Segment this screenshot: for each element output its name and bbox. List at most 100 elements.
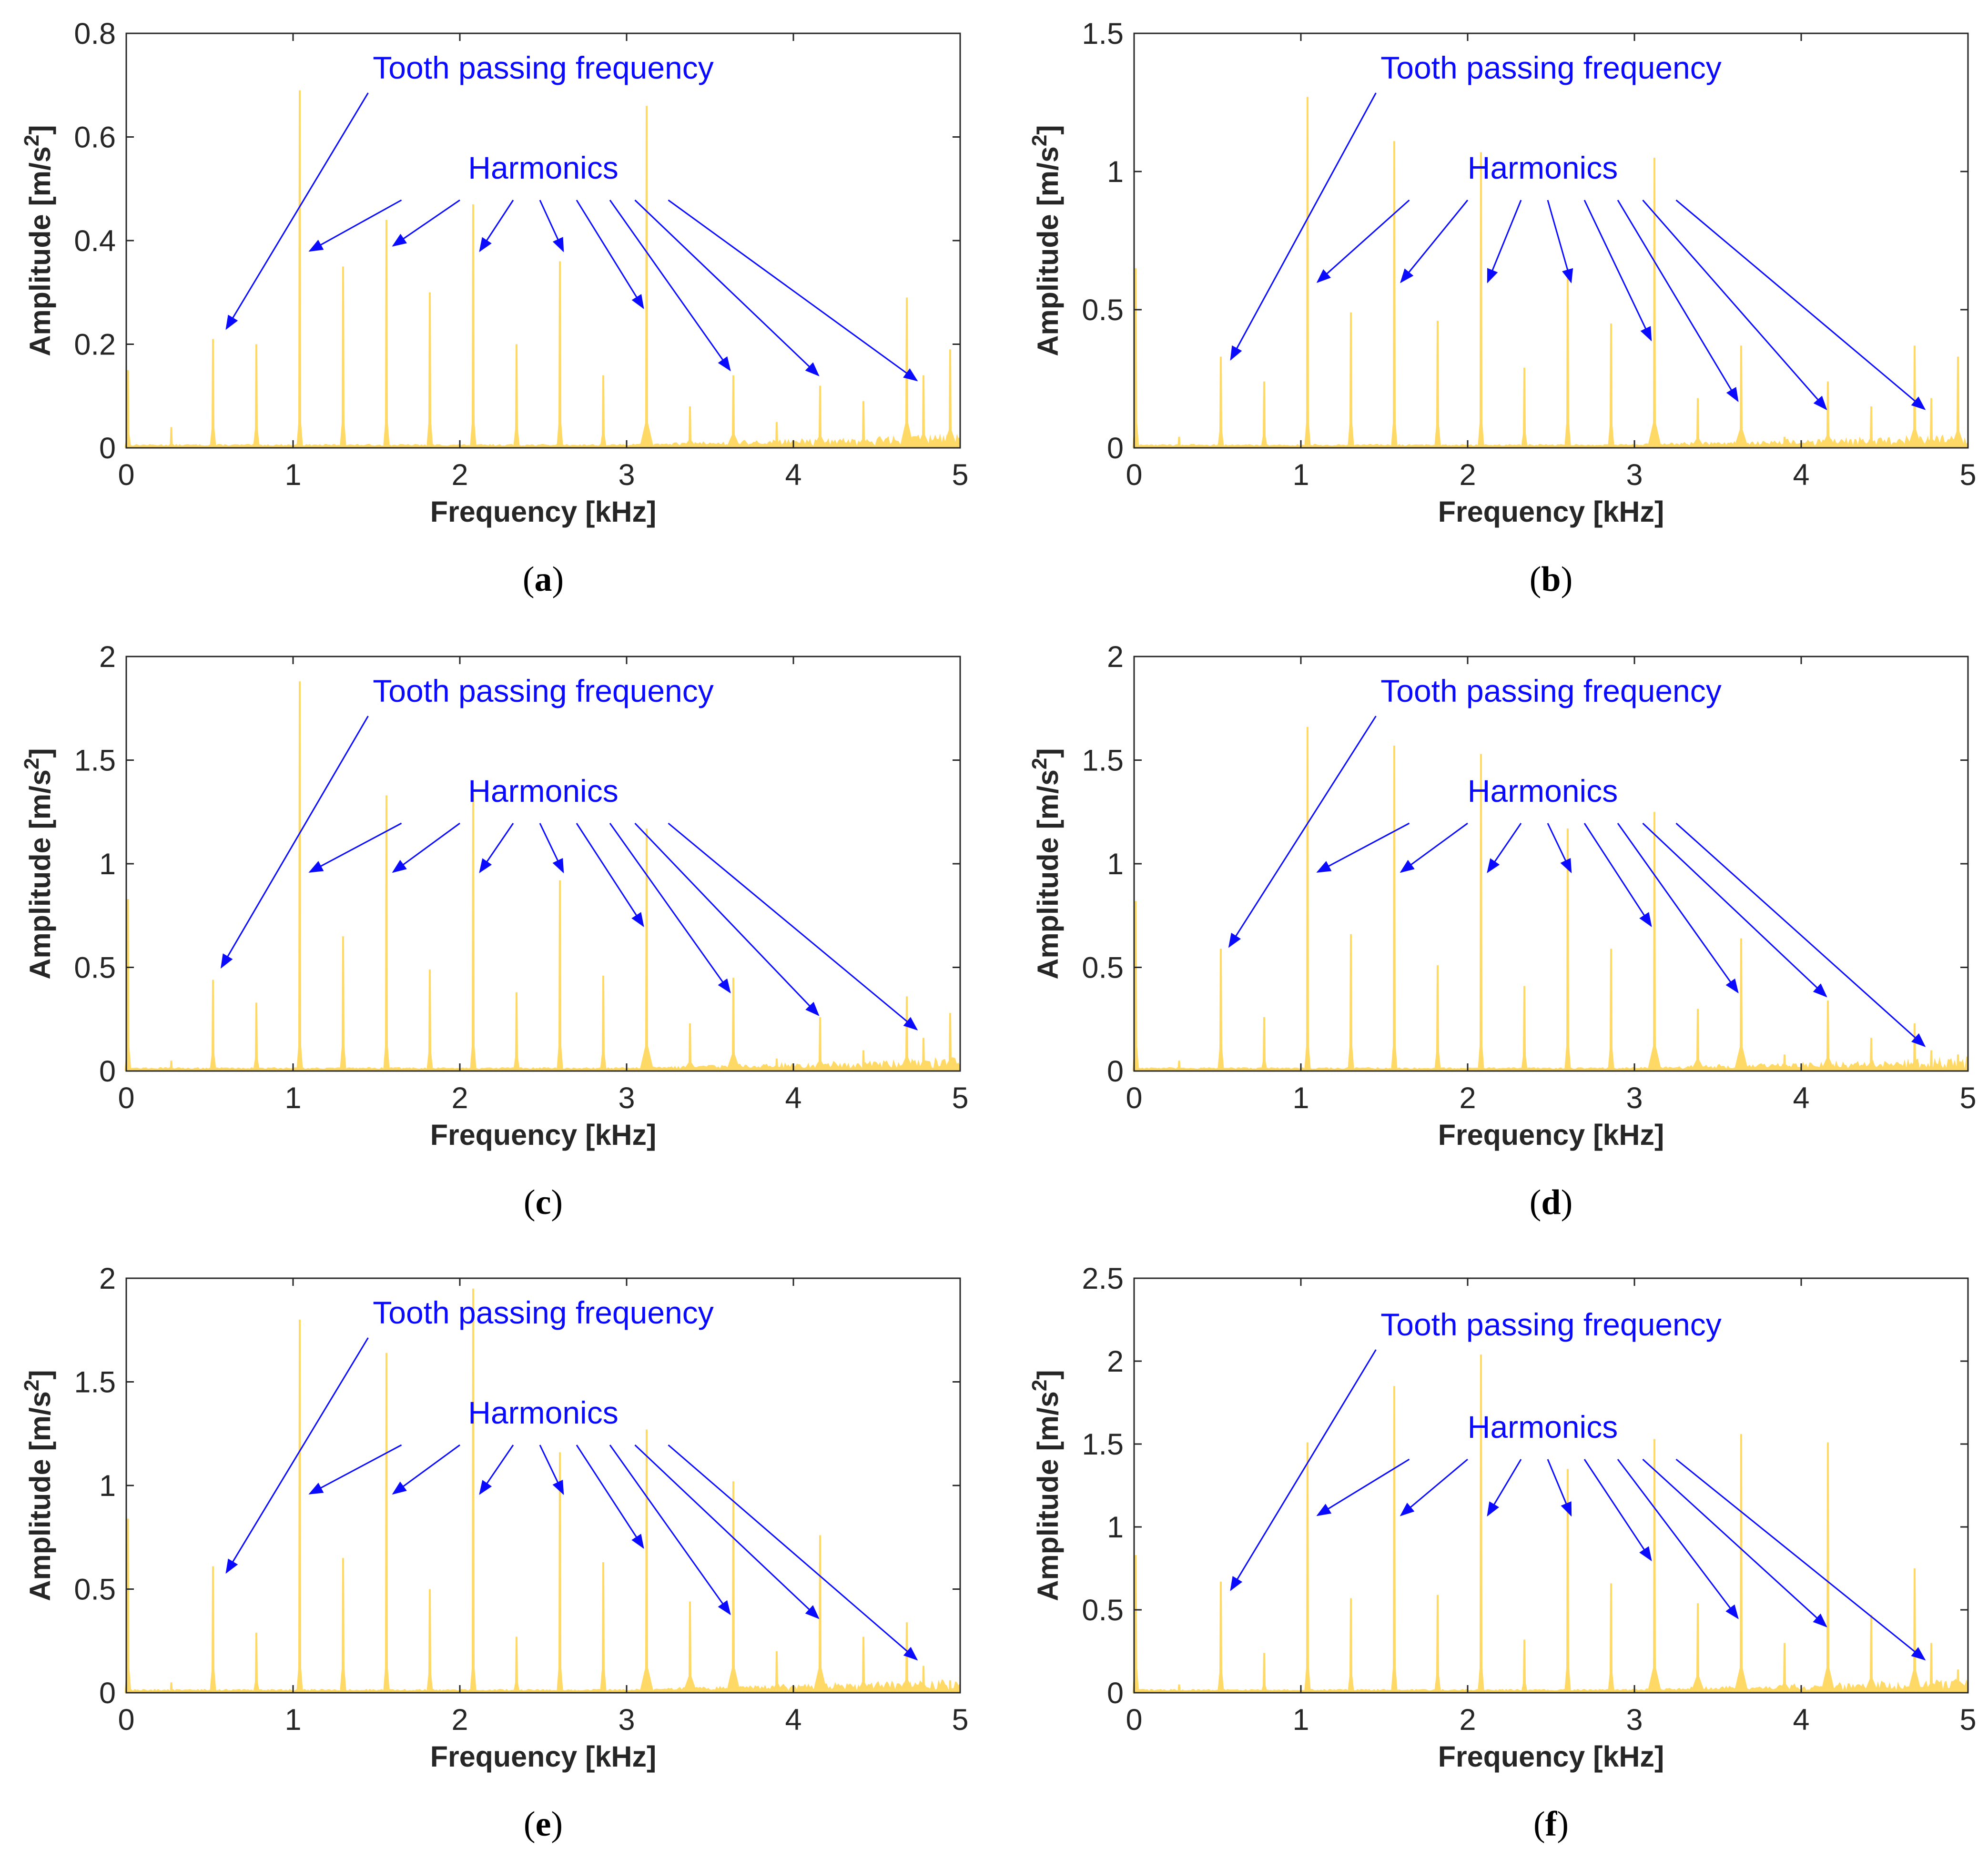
harmonic-arrow <box>634 822 820 1016</box>
harmonic-arrow <box>668 1444 918 1661</box>
axes-frame <box>1133 32 1969 449</box>
harmonic-arrow <box>539 1445 564 1495</box>
harmonic-arrow <box>1547 823 1572 874</box>
x-tick-label: 5 <box>952 1081 968 1115</box>
harmonic-arrow <box>1400 200 1469 283</box>
spectrum-peak <box>124 370 132 448</box>
y-tick-label: 1.5 <box>1082 17 1124 51</box>
spectrum-peak <box>770 1058 784 1071</box>
x-tick-label: 4 <box>785 1703 801 1737</box>
spectrum-peak <box>1951 356 1965 448</box>
tooth-passing-frequency-label: Tooth passing frequency <box>1380 50 1721 85</box>
spectrum-peak <box>1951 1669 1965 1693</box>
spectrum-peak <box>1391 1386 1398 1693</box>
spectrum-peak <box>1304 727 1311 1071</box>
panel-d: 0 0.5 1 1.5 2 0 1 2 3 4 5 Tooth passing frequency… <box>1028 640 1977 1222</box>
caption-letter: a <box>535 560 552 599</box>
spectrum-peak <box>383 1353 390 1693</box>
y-tick-label: 2 <box>99 1262 116 1295</box>
x-tick-label: 5 <box>952 458 968 492</box>
spectrum-peak <box>683 406 697 448</box>
harmonic-arrow <box>1316 199 1410 283</box>
plot-area <box>124 1277 961 1694</box>
harmonic-arrow <box>392 199 460 247</box>
spectrum-peak <box>683 1023 697 1071</box>
spectrum-peak <box>1821 381 1835 448</box>
spectrum-peak <box>1691 1603 1705 1693</box>
harmonic-arrow <box>1583 200 1652 342</box>
y-tick-labels: 0 0.5 1 1.5 <box>1082 17 1124 465</box>
spectrum-peak <box>1434 965 1441 1071</box>
y-tick-label: 0.6 <box>74 121 116 154</box>
x-tick-label: 3 <box>1626 1081 1643 1115</box>
x-tick-label: 3 <box>1626 1703 1643 1737</box>
spectrum-peak <box>1821 1000 1835 1071</box>
spectrum-peaks <box>1132 97 1965 448</box>
panel-f: 0 0.5 1 1.5 2 2.5 0 1 2 3 4 5 Tooth passing freque… <box>1028 1262 1977 1844</box>
spectrum-peak <box>1521 986 1528 1071</box>
spectrum-peak <box>1821 1442 1835 1693</box>
x-tick-label: 5 <box>1959 458 1976 492</box>
spectrum-noise-floor <box>1134 433 1968 448</box>
spectrum-peak <box>1348 312 1354 448</box>
spectrum-peak <box>513 1637 520 1693</box>
spectrum-peak <box>1864 1615 1878 1693</box>
spectrum-peak <box>1217 949 1224 1071</box>
harmonic-arrow <box>1642 822 1827 998</box>
spectrum-peaks <box>1132 727 1965 1071</box>
spectrum-peak <box>1304 97 1311 448</box>
tooth-passing-frequency-label: Tooth passing frequency <box>1380 1307 1721 1342</box>
spectrum-peak <box>513 992 520 1071</box>
spectrum-peak <box>383 220 390 448</box>
harmonic-arrow <box>392 1444 460 1495</box>
harmonic-arrow <box>479 823 514 873</box>
spectrum-peak <box>1176 1684 1183 1693</box>
spectrum-peak <box>1132 901 1139 1071</box>
caption-letter: f <box>1545 1805 1558 1844</box>
y-tick-labels: 0 0.5 1 1.5 2 2.5 <box>1082 1262 1124 1710</box>
spectrum-peak <box>168 427 175 448</box>
plot-background <box>1134 33 1968 448</box>
harmonics-label: Harmonics <box>1468 773 1618 808</box>
noise-floor <box>126 1679 960 1693</box>
spectrum-peak <box>639 1429 654 1693</box>
spectrum-peak <box>1608 323 1614 448</box>
tpf-arrow <box>220 716 369 969</box>
spectrum-peak <box>340 266 346 448</box>
annotation-arrows <box>225 1337 918 1661</box>
y-tick-label: 0.4 <box>74 224 116 258</box>
annotation-arrows <box>1228 716 1926 1047</box>
spectrum-peak <box>426 292 433 448</box>
x-tick-label: 1 <box>1292 458 1309 492</box>
harmonic-arrow <box>308 1444 402 1495</box>
x-tick-label: 3 <box>1626 458 1643 492</box>
tooth-passing-frequency-label: Tooth passing frequency <box>1380 673 1721 708</box>
spectrum-peak <box>1907 1568 1922 1693</box>
x-tick-labels: 0 1 2 3 4 5 <box>1126 1703 1976 1737</box>
panel-caption: (b) <box>1530 560 1572 599</box>
harmonic-arrow <box>1617 823 1739 994</box>
spectrum-peak <box>1734 938 1748 1071</box>
spectrum-peak <box>1864 1038 1878 1071</box>
y-axis-label: Amplitude [m/s2] <box>20 1370 56 1601</box>
harmonic-arrow <box>576 1445 644 1549</box>
spectrum-peaks <box>124 90 957 448</box>
spectrum-peak <box>1691 398 1705 448</box>
harmonics-label: Harmonics <box>1468 1409 1618 1445</box>
spectrum-peak <box>813 1017 827 1071</box>
panel-e: 0 0.5 1 1.5 2 0 1 2 3 4 5 Tooth passing frequency… <box>20 1262 969 1844</box>
plot-area <box>1132 1277 1969 1694</box>
plot-area <box>1132 656 1969 1072</box>
tooth-passing-frequency-label: Tooth passing frequency <box>373 50 713 85</box>
spectrum-peak <box>1348 934 1354 1071</box>
y-tick-label: 0 <box>99 432 116 465</box>
spectrum-peak <box>1217 1581 1224 1693</box>
x-tick-label: 2 <box>451 458 468 492</box>
spectrum-peak <box>943 1013 957 1071</box>
spectrum-peak <box>916 1038 931 1071</box>
spectrum-peak <box>683 1601 697 1693</box>
x-axis-label: Frequency [kHz] <box>1438 1119 1664 1151</box>
annotation-arrows <box>225 92 918 382</box>
spectrum-peak <box>1924 1050 1938 1071</box>
spectrum-peak <box>1521 367 1528 448</box>
